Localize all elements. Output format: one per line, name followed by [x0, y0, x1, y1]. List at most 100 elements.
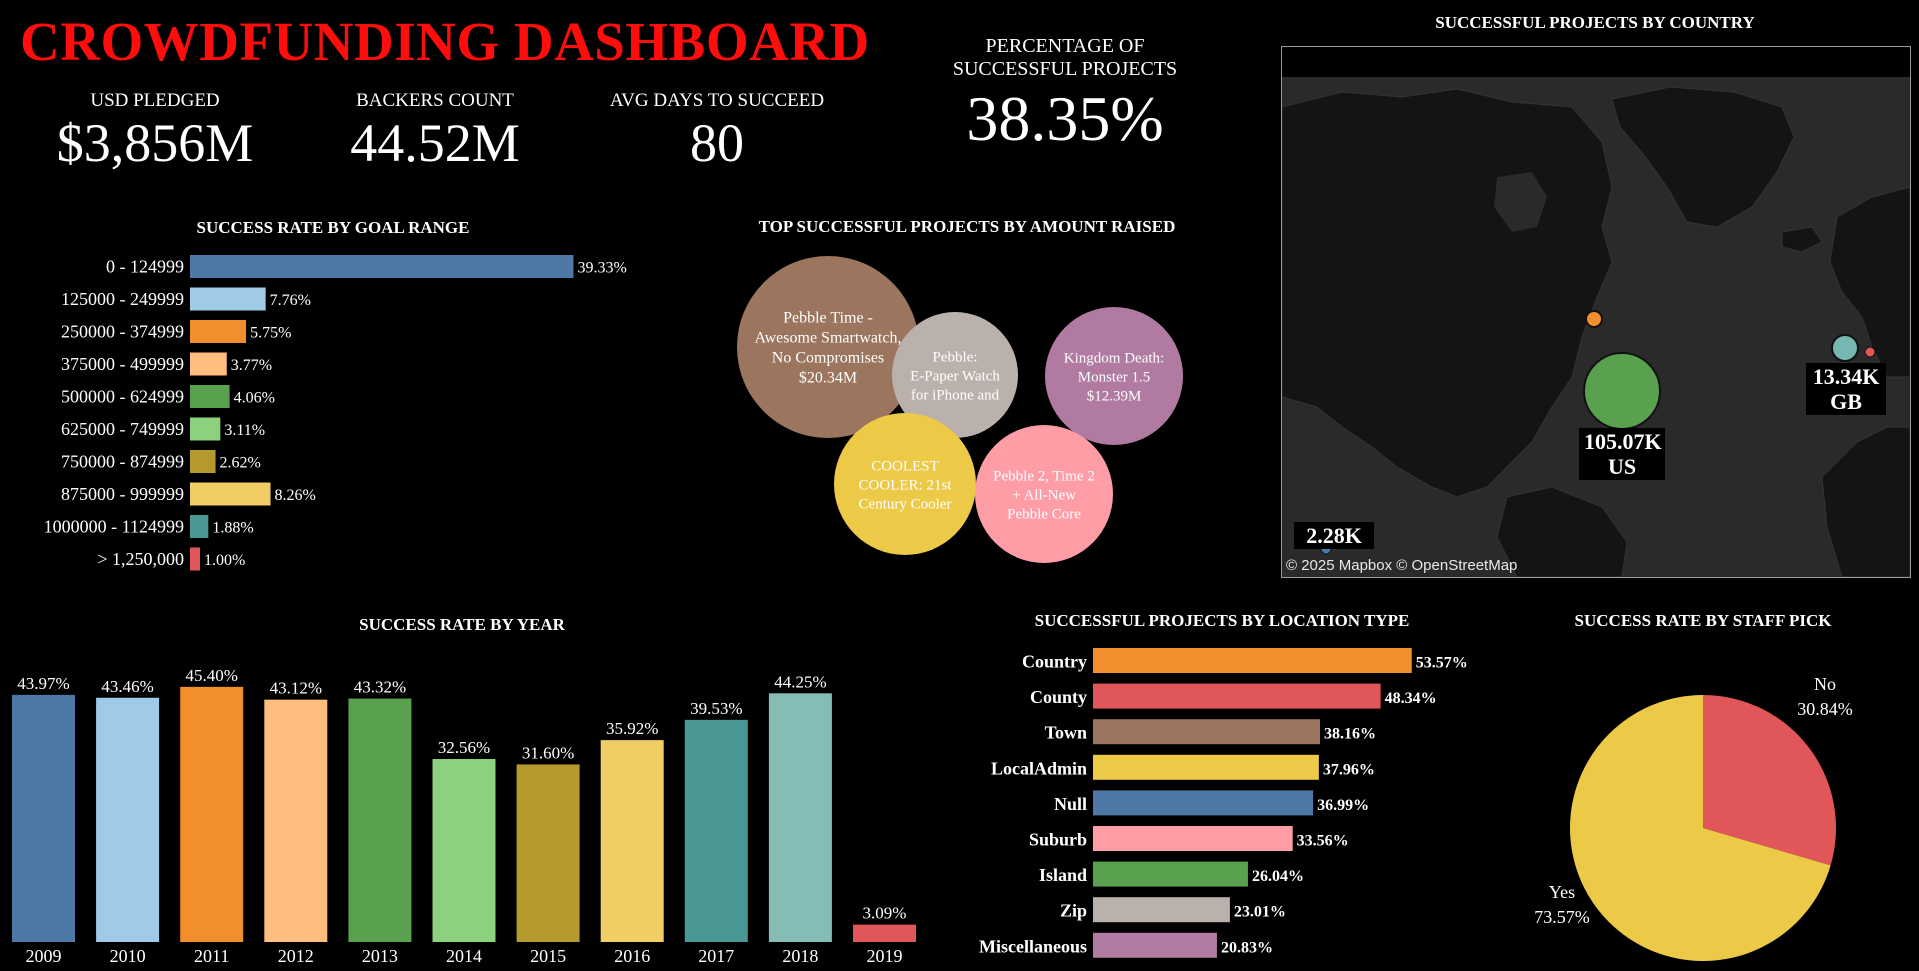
project-bubble-label: Pebble 2, Time 2	[993, 468, 1095, 484]
project-bubble[interactable]	[834, 413, 976, 555]
year-category-label: 2009	[26, 946, 62, 966]
location-type-chart: Country 53.57% County 48.34% Town 38.16% Local…	[979, 648, 1468, 958]
map-label-us: 105.07K US	[1579, 428, 1665, 480]
goal-range-category-label: 375000 - 499999	[61, 354, 184, 374]
location-category-label: Town	[1045, 723, 1087, 743]
goal-range-value-label: 1.00%	[204, 552, 245, 569]
year-value-label: 43.12%	[270, 679, 322, 698]
goal-range-bar[interactable]	[190, 450, 216, 473]
year-value-label: 45.40%	[185, 666, 237, 685]
map-land	[1282, 86, 1910, 577]
goal-range-bar[interactable]	[190, 287, 266, 311]
bubble-gb[interactable]	[1831, 334, 1859, 362]
year-bar[interactable]	[264, 699, 328, 942]
year-value-label: 43.32%	[354, 678, 406, 697]
project-bubble[interactable]	[1045, 307, 1183, 445]
year-category-label: 2012	[278, 946, 314, 966]
top-projects-bubble-chart: Pebble Time - Awesome Smartwatch, No Compr…	[737, 256, 1183, 563]
location-value-label: 20.83%	[1221, 939, 1273, 956]
kpi-avg-days: AVG DAYS TO SUCCEED 80	[597, 90, 837, 174]
location-bar[interactable]	[1093, 826, 1293, 851]
by-year-chart: 43.97% 2009 43.46% 2010 45.40% 2011 43.12% 2012…	[12, 666, 916, 966]
kpi-value: 80	[690, 113, 744, 173]
year-value-label: 43.97%	[17, 674, 69, 693]
year-bar[interactable]	[516, 764, 580, 942]
project-bubble-label: $12.39M	[1087, 388, 1142, 404]
location-bar[interactable]	[1093, 897, 1230, 923]
pie-slice[interactable]	[1703, 695, 1836, 866]
location-bar[interactable]	[1093, 754, 1319, 780]
project-bubble-label: Kingdom Death:	[1064, 350, 1164, 366]
bubble-us[interactable]	[1583, 352, 1661, 430]
project-bubble-label: No Compromises	[772, 350, 884, 367]
year-bar[interactable]	[12, 694, 75, 942]
goal-range-bar[interactable]	[190, 385, 230, 408]
map-label-gb: 13.34K GB	[1806, 363, 1886, 415]
year-bar[interactable]	[853, 924, 916, 942]
location-bar[interactable]	[1093, 932, 1217, 958]
goal-range-chart: 0 - 124999 39.33% 125000 - 249999 7.76% 2500…	[44, 255, 627, 571]
year-bar[interactable]	[684, 719, 748, 942]
pie-slice[interactable]	[1570, 695, 1831, 961]
location-bar[interactable]	[1093, 648, 1412, 673]
project-bubble[interactable]	[975, 425, 1113, 563]
location-bar[interactable]	[1093, 861, 1248, 887]
bubble-canada[interactable]	[1585, 310, 1603, 328]
country-map[interactable]: 105.07K US 13.34K GB 2.28K © 2025 Mapbox…	[1281, 46, 1911, 578]
project-bubble-label: Monster 1.5	[1078, 369, 1151, 385]
year-bar[interactable]	[432, 759, 496, 942]
year-bar[interactable]	[180, 686, 244, 942]
map-credit: © 2025 Mapbox © OpenStreetMap	[1286, 557, 1518, 574]
goal-range-category-label: 1000000 - 1124999	[44, 517, 184, 537]
year-category-label: 2010	[110, 946, 146, 966]
year-value-label: 39.53%	[690, 699, 742, 718]
map-top-band	[1282, 47, 1910, 77]
project-bubble-label: Century Cooler	[859, 496, 952, 512]
location-bar[interactable]	[1093, 790, 1314, 816]
goal-range-category-label: 250000 - 374999	[61, 322, 184, 342]
goal-range-bar[interactable]	[190, 255, 574, 278]
year-value-label: 43.46%	[101, 677, 153, 696]
goal-range-value-label: 8.26%	[275, 487, 316, 504]
location-category-label: Country	[1022, 652, 1087, 672]
bubble-other-eu[interactable]	[1864, 346, 1876, 358]
year-value-label: 35.92%	[606, 719, 658, 738]
project-bubble-label: $20.34M	[799, 370, 857, 387]
year-bar[interactable]	[768, 693, 832, 942]
map-label-value: 105.07K	[1584, 429, 1662, 454]
location-bar[interactable]	[1093, 719, 1321, 745]
location-value-label: 36.99%	[1317, 797, 1369, 814]
location-value-label: 23.01%	[1234, 904, 1286, 921]
project-bubble[interactable]	[737, 256, 919, 438]
map-label-code: US	[1607, 454, 1637, 479]
goal-range-bar[interactable]	[190, 320, 247, 343]
project-bubble-label: Awesome Smartwatch,	[755, 330, 902, 347]
goal-range-bar[interactable]	[190, 515, 209, 538]
map-south-america	[1496, 486, 1628, 577]
kpi-label: AVG DAYS TO SUCCEED	[609, 90, 825, 111]
map-iceland	[1781, 226, 1823, 253]
map-hudson-bay	[1494, 172, 1547, 232]
goal-range-bar[interactable]	[190, 417, 221, 441]
dashboard-title: CROWDFUNDING DASHBOARD	[20, 11, 870, 72]
kpi-label-line2: SUCCESSFUL PROJECTS	[952, 58, 1178, 80]
year-category-label: 2018	[782, 946, 818, 966]
location-category-label: LocalAdmin	[991, 758, 1087, 778]
map-label-code: GB	[1830, 389, 1862, 414]
location-bar[interactable]	[1093, 683, 1381, 709]
goal-range-category-label: 0 - 124999	[106, 257, 184, 277]
staff-pick-title: SUCCESS RATE BY STAFF PICK	[1574, 611, 1832, 630]
year-value-label: 3.09%	[863, 904, 907, 923]
year-category-label: 2016	[614, 946, 650, 966]
goal-range-value-label: 3.77%	[231, 357, 272, 374]
goal-range-bar[interactable]	[190, 547, 200, 571]
year-bar[interactable]	[348, 698, 412, 942]
goal-range-bar[interactable]	[190, 352, 227, 376]
project-bubble[interactable]	[892, 312, 1018, 438]
year-bar[interactable]	[600, 740, 664, 942]
goal-range-bar[interactable]	[190, 482, 271, 506]
kpi-label-line1: PERCENTAGE OF	[985, 35, 1145, 57]
location-category-label: Null	[1054, 794, 1087, 814]
year-bar[interactable]	[96, 697, 160, 942]
top-projects-title: TOP SUCCESSFUL PROJECTS BY AMOUNT RAISED	[758, 217, 1176, 236]
